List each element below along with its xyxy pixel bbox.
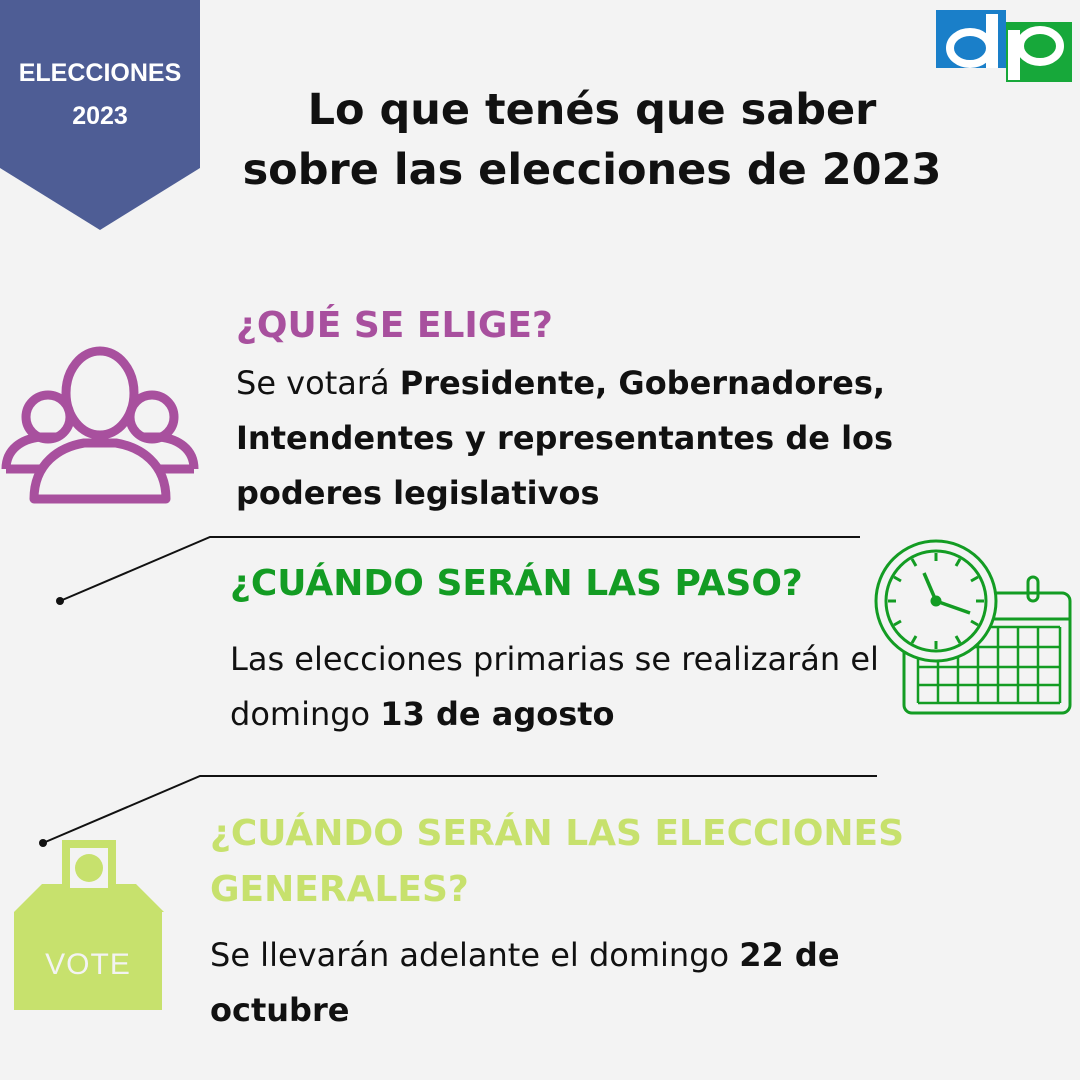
title-line-2: sobre las elecciones de 2023 [242,145,942,195]
banner-line-1: ELECCIONES [18,59,182,87]
page-title: Lo que tenés que saber sobre las eleccio… [212,80,972,200]
section-body-what: Se votará Presidente, Gobernadores, Inte… [236,356,976,521]
section-heading-what: ¿QUÉ SE ELIGE? [236,305,553,346]
banner-label: ELECCIONES 2023 [0,52,200,138]
title-line-1: Lo que tenés que saber [307,85,877,135]
section-body-generales: Se llevarán adelante el domingo 22 de oc… [210,928,930,1038]
body-plain: Las elecciones primarias se realizarán e… [230,640,879,733]
people-group-icon [1,346,199,504]
section-heading-paso: ¿CUÁNDO SERÁN LAS PASO? [230,563,803,604]
dp-logo [936,10,1072,82]
body-bold: Presidente, Gobernadores, Intendentes y … [236,364,894,512]
ballot-box-icon: VOTE [14,840,164,1012]
body-bold: 13 de agosto [380,695,615,733]
section-body-paso: Las elecciones primarias se realizarán e… [230,632,930,742]
vote-label: VOTE [45,948,131,981]
body-plain: Se votará [236,364,400,402]
section-heading-generales: ¿CUÁNDO SERÁN LAS ELECCIONES GENERALES? [210,813,905,910]
body-plain: Se llevarán adelante el domingo [210,936,740,974]
clock-calendar-icon [874,539,1072,715]
body-bold: 22 de octubre [210,936,840,1029]
election-banner [0,0,200,230]
banner-line-2: 2023 [72,102,128,130]
